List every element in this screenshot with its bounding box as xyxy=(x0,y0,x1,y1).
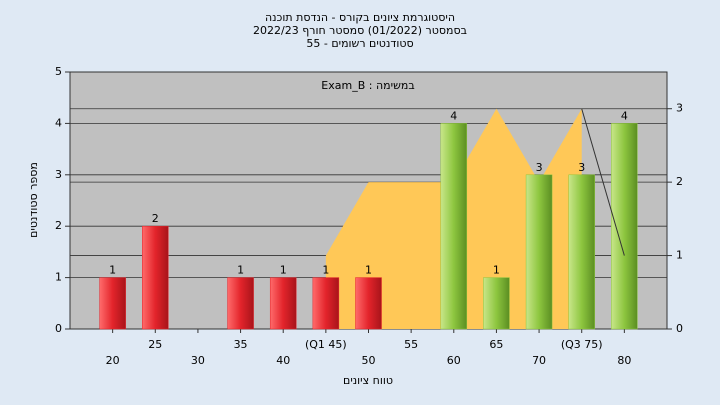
y-tick-label: 5 xyxy=(55,65,62,78)
x-tick-label: 55 xyxy=(404,338,418,351)
bar xyxy=(568,174,595,330)
annotation: Exam_B : במשימה xyxy=(321,79,414,92)
x-tick-label: 20 xyxy=(106,354,120,367)
y-tick-label: 2 xyxy=(55,219,62,232)
data-label: 1 xyxy=(280,264,287,277)
y-axis-label: מספר סטודנטים xyxy=(27,162,40,238)
bar xyxy=(525,174,553,330)
data-label: 3 xyxy=(536,161,543,174)
bar xyxy=(483,277,510,330)
subtitle: סטודנטים רשומים - 55 xyxy=(306,37,413,50)
x-axis-label: טווח ציונים xyxy=(343,374,393,387)
y2-tick-label: 2 xyxy=(676,175,683,188)
bar xyxy=(227,277,254,330)
bar xyxy=(142,225,169,330)
x-tick-label: 35 xyxy=(234,338,248,351)
y2-tick-label: 3 xyxy=(676,102,683,115)
data-label: 1 xyxy=(237,264,244,277)
bar xyxy=(269,277,297,330)
bar xyxy=(99,277,126,330)
data-label: 1 xyxy=(109,264,116,277)
data-label: 4 xyxy=(450,109,457,122)
data-label: 2 xyxy=(152,212,159,225)
subtitle: בסמסטר (01/2022) סמסטר חורף 2022/23 xyxy=(253,24,467,37)
line xyxy=(581,108,625,256)
x-tick-label: 30 xyxy=(191,354,205,367)
x-tick-label: (Q3 75) xyxy=(561,338,603,351)
bar xyxy=(355,277,382,330)
data-label: 1 xyxy=(322,264,329,277)
x-tick-label: 60 xyxy=(447,354,461,367)
y-tick-label: 0 xyxy=(55,322,62,335)
bar xyxy=(440,123,468,330)
x-tick-label: 80 xyxy=(617,354,631,367)
x-tick-label: 25 xyxy=(148,338,162,351)
data-label: 1 xyxy=(493,264,500,277)
data-label: 3 xyxy=(578,161,585,174)
data-label: 4 xyxy=(621,109,628,122)
bar xyxy=(611,123,638,330)
x-tick-label: (Q1 45) xyxy=(305,338,347,351)
y-tick-label: 1 xyxy=(55,271,62,284)
data-label: 1 xyxy=(365,264,372,277)
y2-tick-label: 0 xyxy=(676,322,683,335)
x-tick-label: 50 xyxy=(362,354,376,367)
chart-title: היסטוגרמת ציונים בקורס - הנדסת תוכנה xyxy=(265,11,455,24)
x-tick-label: 65 xyxy=(489,338,503,351)
y-tick-label: 4 xyxy=(55,116,62,129)
bar xyxy=(312,277,340,330)
y2-tick-label: 1 xyxy=(676,249,683,262)
x-tick-label: 40 xyxy=(276,354,290,367)
x-tick-label: 70 xyxy=(532,354,546,367)
y-tick-label: 3 xyxy=(55,168,62,181)
